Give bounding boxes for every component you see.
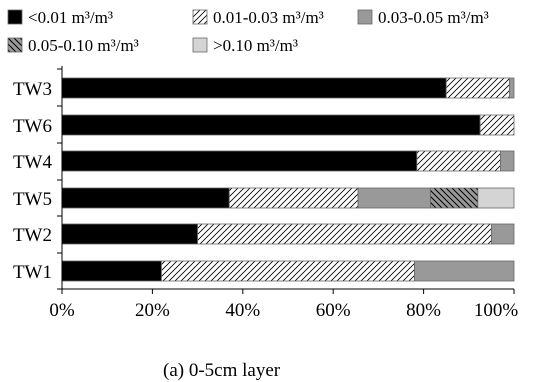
axes-group xyxy=(57,66,515,294)
bar-segment xyxy=(490,223,515,245)
bar-segment xyxy=(197,223,492,245)
x-tick-label: 60% xyxy=(316,300,351,321)
legend-swatch xyxy=(192,9,208,25)
bar-segment xyxy=(509,77,515,99)
bar-segment xyxy=(429,187,479,209)
legend-swatch xyxy=(192,37,208,53)
category-label: TW4 xyxy=(13,152,53,173)
bars-group xyxy=(61,77,515,282)
x-tick-label: 100% xyxy=(474,300,519,321)
labels-group: 0% 20% 40% 60% 80% 100% TW3 TW6 TW4 TW5 TW2 TW1 xyxy=(13,79,518,321)
bar-segment xyxy=(61,77,447,99)
x-tick-label: 0% xyxy=(49,300,75,321)
bar-segment xyxy=(61,150,418,172)
legend: <0.01 m³/m³ 0.01-0.03 m³/m³ 0.03-0.05 m³/m… xyxy=(7,8,489,55)
x-tick-label: 20% xyxy=(135,300,170,321)
bar-segment xyxy=(414,260,515,282)
legend-label: >0.10 m³/m³ xyxy=(213,36,298,55)
bar-segment xyxy=(416,150,501,172)
bar-segment xyxy=(61,260,162,282)
category-label: TW1 xyxy=(13,262,52,283)
bar-segment xyxy=(357,187,431,209)
category-label: TW6 xyxy=(13,116,52,137)
bar-segment xyxy=(445,77,510,99)
legend-label: <0.01 m³/m³ xyxy=(28,8,113,27)
chart-caption: (a) 0-5cm layer xyxy=(163,360,281,381)
x-tick-label: 80% xyxy=(406,300,441,321)
bar-segment xyxy=(477,187,515,209)
legend-label: 0.01-0.03 m³/m³ xyxy=(213,8,324,27)
bar-segment xyxy=(61,114,481,136)
bar-segment xyxy=(500,150,515,172)
legend-label: 0.03-0.05 m³/m³ xyxy=(378,8,489,27)
category-label: TW2 xyxy=(13,225,52,246)
legend-swatch xyxy=(7,9,23,25)
legend-label: 0.05-0.10 m³/m³ xyxy=(28,36,139,55)
category-label: TW5 xyxy=(13,189,52,210)
legend-swatch xyxy=(357,9,373,25)
x-tick-label: 40% xyxy=(225,300,260,321)
category-label: TW3 xyxy=(13,79,52,100)
bar-segment xyxy=(479,114,515,136)
bar-segment xyxy=(61,223,199,245)
bar-segment xyxy=(161,260,415,282)
bar-segment xyxy=(228,187,359,209)
bar-segment xyxy=(61,187,230,209)
legend-swatch xyxy=(7,37,23,53)
